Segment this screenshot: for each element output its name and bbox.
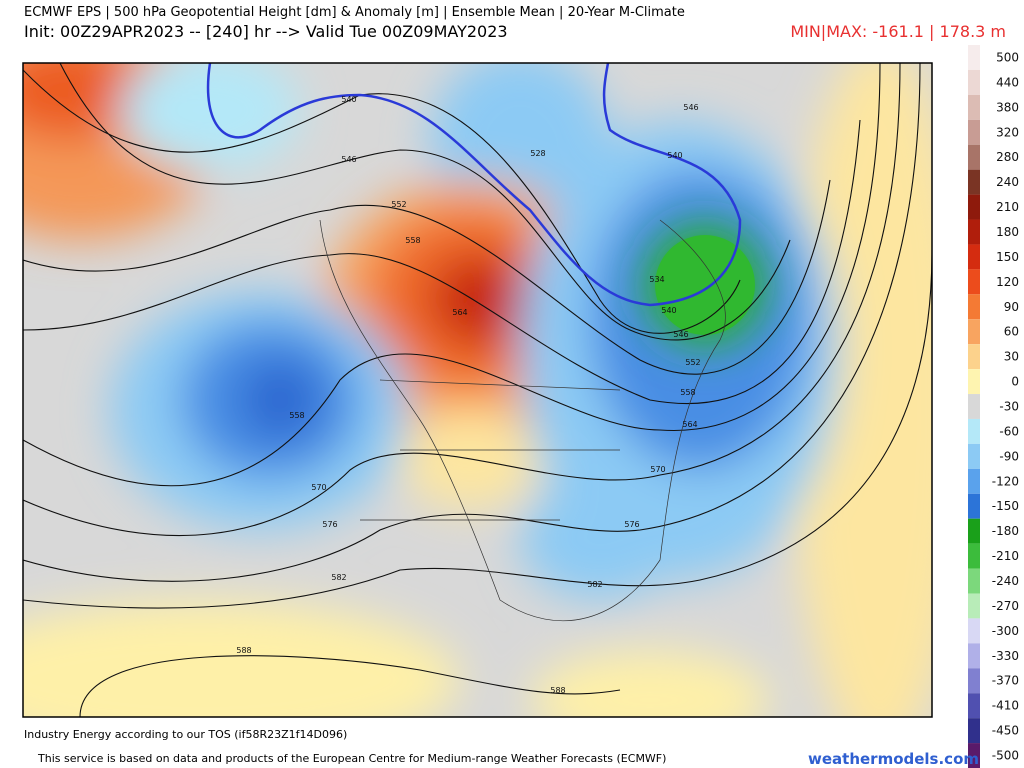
colorbar-label: -240 <box>992 574 1019 588</box>
contour-label: 576 <box>322 520 337 529</box>
colorbar-cell <box>968 468 980 494</box>
contour-label: 552 <box>391 200 406 209</box>
colorbar-cell <box>968 94 980 120</box>
subtitle: Init: 00Z29APR2023 -- [240] hr --> Valid… <box>24 22 508 41</box>
colorbar-cell <box>968 693 980 719</box>
colorbar-cell <box>968 643 980 669</box>
colorbar-label: 320 <box>996 125 1019 139</box>
colorbar-cell <box>968 194 980 220</box>
contour-label: 528 <box>530 149 545 158</box>
colorbar-cell <box>968 69 980 95</box>
colorbar-label: 210 <box>996 200 1019 214</box>
colorbar-cell <box>968 743 980 768</box>
colorbar-label: -60 <box>999 424 1019 438</box>
contour-label: 552 <box>685 358 700 367</box>
colorbar-label: 0 <box>1011 375 1019 389</box>
colorbar-cell <box>968 518 980 544</box>
colorbar-label: -270 <box>992 599 1019 613</box>
colorbar-label: -120 <box>992 474 1019 488</box>
contour-label: 546 <box>683 103 698 112</box>
colorbar-cell <box>968 369 980 395</box>
title: ECMWF EPS | 500 hPa Geopotential Height … <box>24 5 685 20</box>
colorbar-cell <box>968 344 980 370</box>
contour-label: 534 <box>649 275 664 284</box>
contour-label: 588 <box>550 686 565 695</box>
colorbar-cell <box>968 543 980 569</box>
colorbar-label: 240 <box>996 175 1019 189</box>
colorbar-cell <box>968 269 980 295</box>
colorbar-label: 90 <box>1004 300 1019 314</box>
colorbar-cell <box>968 119 980 145</box>
contour-label: 546 <box>673 330 688 339</box>
contour-label: 564 <box>452 308 467 317</box>
colorbar-cell <box>968 568 980 594</box>
colorbar-label: 30 <box>1004 350 1019 364</box>
colorbar-label: 280 <box>996 150 1019 164</box>
colorbar-label: -330 <box>992 649 1019 663</box>
colorbar-label: -410 <box>992 699 1019 713</box>
colorbar-label: -370 <box>992 674 1019 688</box>
map-field <box>23 63 932 717</box>
colorbar-label: 500 <box>996 50 1019 64</box>
contour-label: 540 <box>341 95 356 104</box>
colorbar-label: 150 <box>996 250 1019 264</box>
colorbar-label: 60 <box>1004 325 1019 339</box>
credit: This service is based on data and produc… <box>38 752 667 765</box>
colorbar-label: -180 <box>992 524 1019 538</box>
colorbar-cell <box>968 219 980 245</box>
colorbar-label: 180 <box>996 225 1019 239</box>
contour-label: 546 <box>341 155 356 164</box>
site: weathermodels.com <box>808 750 980 768</box>
colorbar-label: -500 <box>992 749 1019 763</box>
colorbar-label: 380 <box>996 100 1019 114</box>
terms: Industry Energy according to our TOS (if… <box>24 728 348 741</box>
colorbar-cell <box>968 45 980 70</box>
contour-label: 540 <box>667 151 682 160</box>
colorbar-cell <box>968 244 980 270</box>
min-max: MIN|MAX: -161.1 | 178.3 m <box>790 22 1006 41</box>
colorbar-label: -90 <box>999 449 1019 463</box>
colorbar-label: 440 <box>996 75 1019 89</box>
contour-label: 570 <box>650 465 665 474</box>
contour-label: 582 <box>331 573 346 582</box>
colorbar-label: -450 <box>992 724 1019 738</box>
contour-label: 588 <box>236 646 251 655</box>
contour-label: 564 <box>682 420 697 429</box>
colorbar-cell <box>968 144 980 170</box>
contour-label: 558 <box>405 236 420 245</box>
contour-label: 570 <box>311 483 326 492</box>
contour-label: 582 <box>587 580 602 589</box>
contour-label: 540 <box>661 306 676 315</box>
colorbar-cell <box>968 418 980 444</box>
colorbar-cell <box>968 618 980 644</box>
contour-label: 558 <box>680 388 695 397</box>
colorbar-cell <box>968 319 980 345</box>
colorbar-cell <box>968 493 980 519</box>
colorbar-label: -300 <box>992 624 1019 638</box>
colorbar-cell <box>968 294 980 320</box>
contour-label: 558 <box>289 411 304 420</box>
contour-label: 576 <box>624 520 639 529</box>
colorbar-label: -210 <box>992 549 1019 563</box>
colorbar-cell <box>968 169 980 195</box>
colorbar-cell <box>968 394 980 419</box>
colorbar-cell <box>968 718 980 744</box>
colorbar-label: -30 <box>999 400 1019 414</box>
colorbar-cell <box>968 668 980 694</box>
colorbar-label: -150 <box>992 499 1019 513</box>
colorbar-cell <box>968 593 980 619</box>
colorbar-label: 120 <box>996 275 1019 289</box>
colorbar-cell <box>968 443 980 469</box>
